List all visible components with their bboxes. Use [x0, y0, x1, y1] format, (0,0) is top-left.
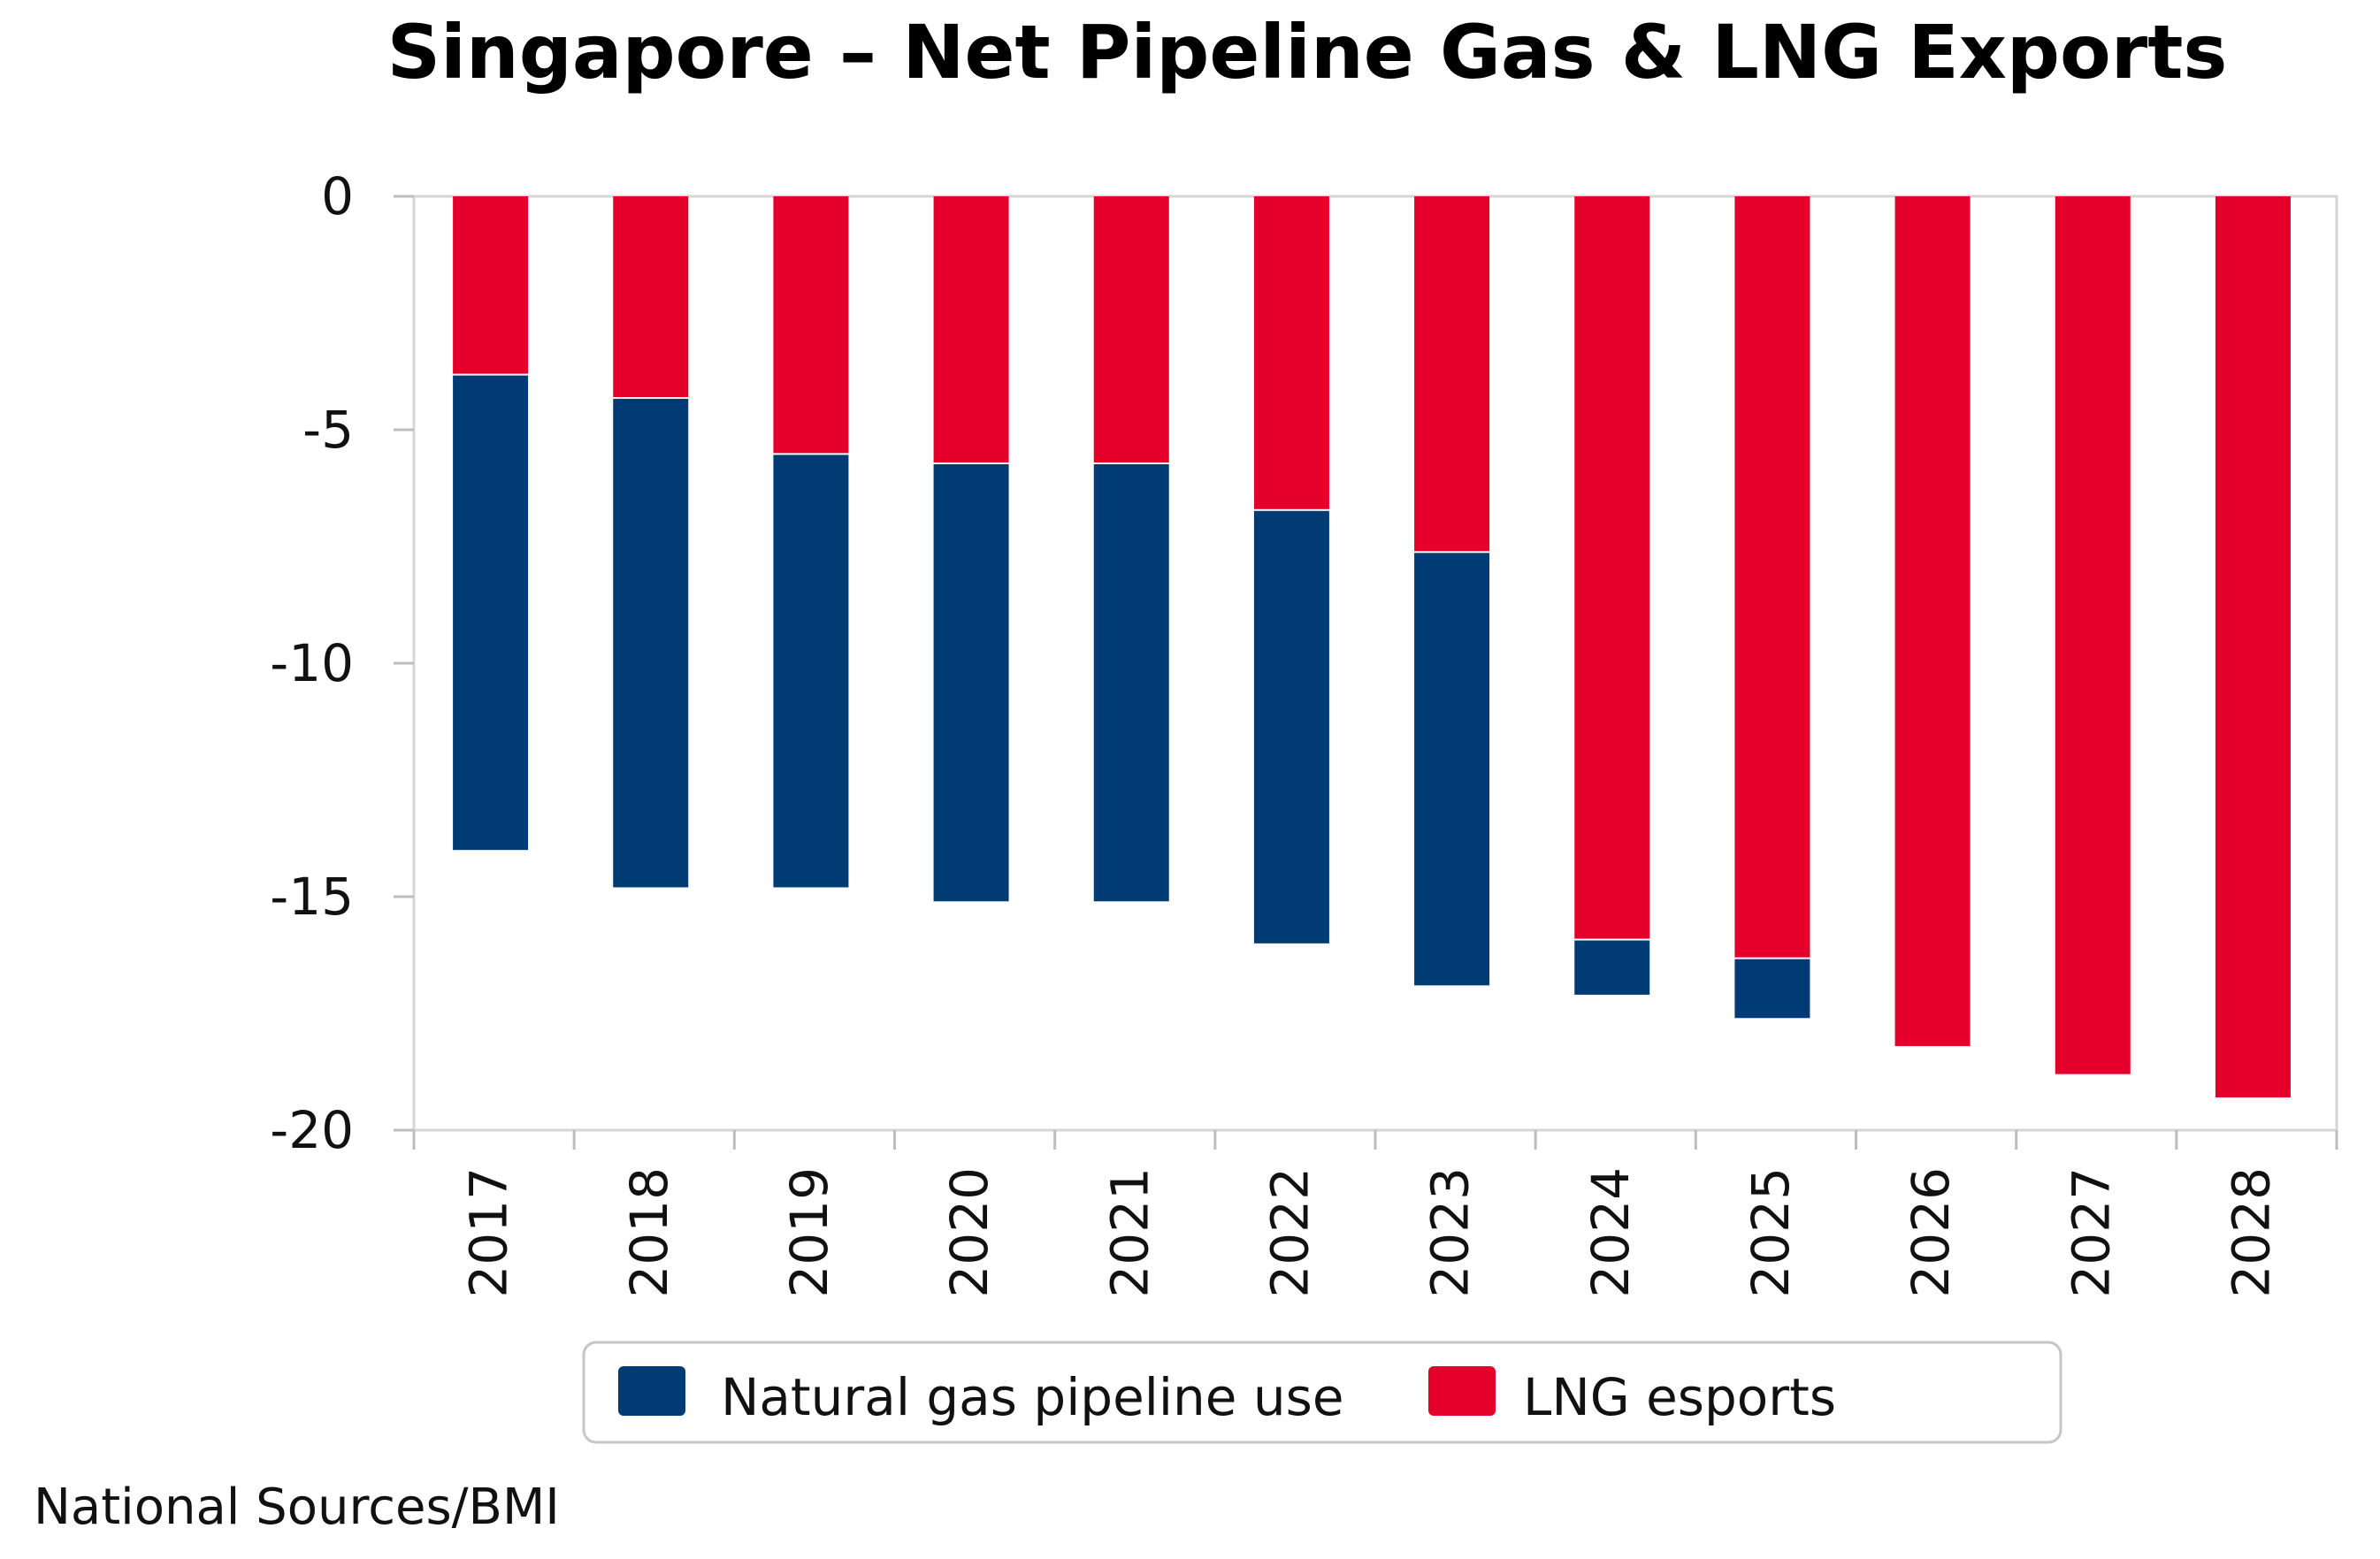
- bar-natural-gas-pipeline-use: [1574, 940, 1650, 995]
- bar-series: [453, 196, 2291, 1098]
- x-tick-label: 2017: [459, 1167, 519, 1298]
- x-tick-label: 2022: [1259, 1167, 1320, 1298]
- bar-lng-esports: [933, 196, 1009, 462]
- bar-lng-esports: [1414, 196, 1490, 552]
- y-tick-label: -15: [270, 867, 354, 927]
- bar-natural-gas-pipeline-use: [1093, 463, 1169, 902]
- bar-lng-esports: [773, 196, 849, 454]
- bar-lng-esports: [1574, 196, 1650, 939]
- bar-lng-esports: [1894, 196, 1971, 1046]
- legend-box: [582, 1341, 2062, 1444]
- legend-swatch-natural-gas-pipeline-use: [618, 1366, 685, 1416]
- bar-natural-gas-pipeline-use: [1734, 959, 1810, 1019]
- bar-natural-gas-pipeline-use: [613, 399, 689, 888]
- y-tick-label: -5: [302, 400, 354, 460]
- x-tick-label: 2018: [619, 1167, 679, 1298]
- bar-natural-gas-pipeline-use: [1253, 510, 1329, 944]
- x-axis: 2017 2018 2019 2020 2021 2022 2023 2024 2025 2026…: [412, 1130, 2338, 1298]
- legend-label-lng-esports: LNG esports: [1523, 1367, 1836, 1427]
- bar-natural-gas-pipeline-use: [933, 463, 1009, 902]
- bar-lng-esports: [1253, 196, 1329, 509]
- y-tick-label: 0: [321, 166, 354, 226]
- bar-lng-esports: [1093, 196, 1169, 462]
- x-tick-label: 2019: [779, 1167, 839, 1298]
- legend-swatch-lng-esports: [1428, 1366, 1496, 1416]
- plot-area: [412, 195, 2338, 1132]
- bar-lng-esports: [453, 196, 529, 374]
- bar-lng-esports: [1734, 196, 1810, 958]
- plot-border: [412, 195, 2338, 1132]
- y-tick-label: -20: [270, 1100, 354, 1160]
- x-tick-label: 2023: [1420, 1167, 1481, 1298]
- x-tick-label: 2028: [2221, 1167, 2281, 1298]
- source-note: National Sources/BMI: [34, 1479, 560, 1536]
- bar-lng-esports: [613, 196, 689, 398]
- legend-label-natural-gas-pipeline-use: Natural gas pipeline use: [721, 1367, 1344, 1427]
- x-tick-label: 2020: [939, 1167, 999, 1298]
- x-tick-label: 2026: [1901, 1167, 1961, 1298]
- chart-title: Singapore – Net Pipeline Gas & LNG Expor…: [387, 9, 2228, 96]
- x-tick-label: 2027: [2061, 1167, 2121, 1298]
- x-tick-label: 2025: [1741, 1167, 1801, 1298]
- bar-lng-esports: [2215, 196, 2291, 1098]
- x-tick-label: 2024: [1580, 1167, 1641, 1298]
- bar-lng-esports: [2055, 196, 2131, 1074]
- bar-natural-gas-pipeline-use: [1414, 553, 1490, 986]
- bar-natural-gas-pipeline-use: [773, 455, 849, 888]
- bar-natural-gas-pipeline-use: [453, 375, 529, 851]
- x-tick-label: 2021: [1099, 1167, 1159, 1298]
- legend: Natural gas pipeline use LNG esports: [582, 1341, 2062, 1444]
- y-tick-label: -10: [270, 633, 354, 693]
- y-axis: 0 -5 -10 -15 -20: [270, 166, 414, 1160]
